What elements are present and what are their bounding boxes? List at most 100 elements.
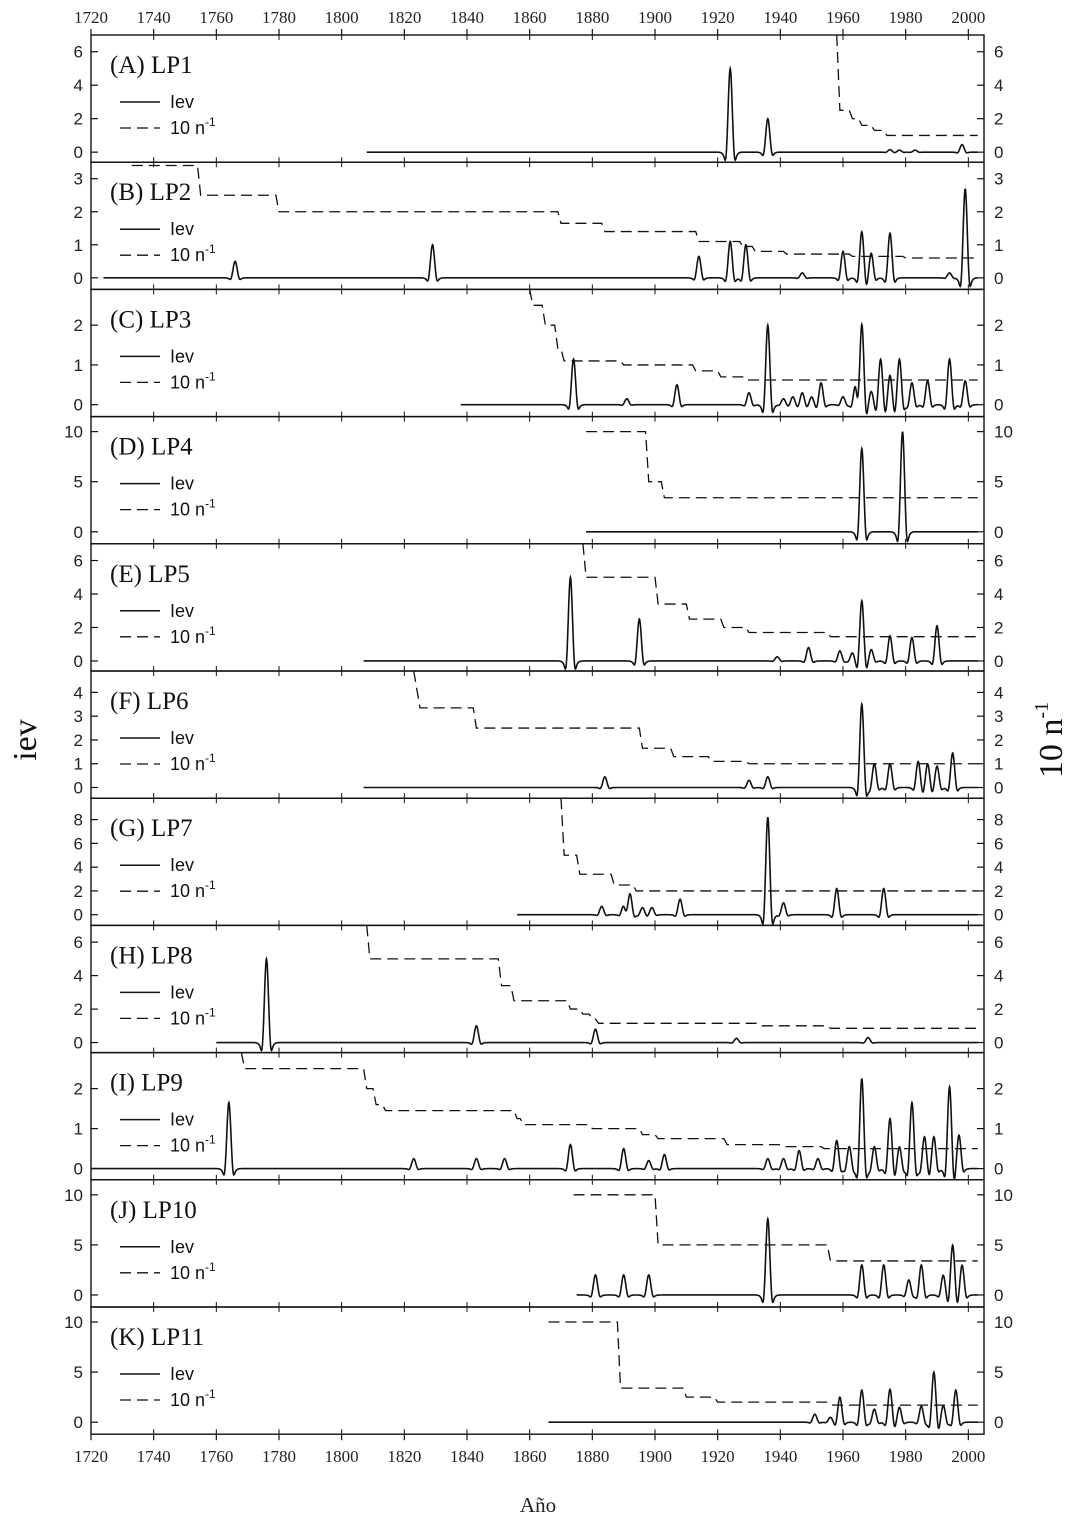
y-tick-label-left: 4 bbox=[74, 76, 83, 95]
panel-11: 0 0 5 5 10 10 (K) LP11 Iev 10 n-1 bbox=[64, 1306, 1013, 1435]
y-tick-label-right: 6 bbox=[994, 552, 1003, 571]
panel-3: 0 0 1 1 2 2 (C) LP3 Iev 10 n-1 bbox=[74, 288, 1003, 418]
panel-frame bbox=[90, 1306, 985, 1435]
panel-frame bbox=[90, 161, 985, 291]
x-tick-label-top: 1920 bbox=[701, 8, 735, 27]
y-tick-label-right: 2 bbox=[994, 882, 1003, 901]
panel-title: (E) LP5 bbox=[110, 561, 190, 588]
y-tick-label-right: 0 bbox=[994, 1034, 1003, 1053]
y-tick-label-left: 0 bbox=[74, 652, 83, 671]
y-tick-label-left: 10 bbox=[64, 1186, 83, 1205]
legend-ten-over-n-label: 10 n-1 bbox=[170, 1133, 216, 1156]
legend-ten-over-n-base: 10 n bbox=[170, 118, 205, 138]
x-tick-label-bottom: 1800 bbox=[325, 1447, 359, 1466]
x-tick-label-top: 1960 bbox=[826, 8, 860, 27]
panel-5: 0 0 2 2 4 4 6 6 (E) LP5 Iev 10 n-1 bbox=[74, 543, 1003, 672]
y-tick-label-left: 4 bbox=[74, 585, 83, 604]
x-tick-label-bottom: 1900 bbox=[638, 1447, 672, 1466]
iev-series-line bbox=[103, 188, 978, 288]
panel-1: 0 0 2 2 4 4 6 6 (A) LP1 Iev 10 n-1 bbox=[74, 34, 1003, 163]
panel-frame bbox=[90, 924, 985, 1054]
y-tick-label-right: 0 bbox=[994, 1413, 1003, 1432]
x-tick-label-bottom: 1840 bbox=[450, 1447, 484, 1466]
ten-over-n-series-line bbox=[836, 35, 978, 137]
panel-title: (A) LP1 bbox=[110, 52, 193, 79]
y-tick-label-left: 4 bbox=[74, 858, 83, 877]
y-tick-label-right: 3 bbox=[994, 170, 1003, 189]
legend-iev-label: Iev bbox=[170, 92, 194, 112]
y-tick-label-left: 6 bbox=[74, 43, 83, 62]
x-tick-label-bottom: 1980 bbox=[889, 1447, 923, 1466]
panel-9: 0 0 1 1 2 2 (I) LP9 Iev 10 n-1 bbox=[74, 1051, 1003, 1181]
y-tick-label-left: 6 bbox=[74, 552, 83, 571]
y-tick-label-left: 3 bbox=[74, 707, 83, 726]
legend-ten-over-n-superscript: -1 bbox=[205, 369, 216, 383]
x-tick-label-top: 1940 bbox=[763, 8, 797, 27]
panel-4: 0 0 5 5 10 10 (D) LP4 Iev 10 n-1 bbox=[64, 415, 1013, 545]
y-tick-label-left: 6 bbox=[74, 933, 83, 952]
y-tick-label-right: 2 bbox=[994, 110, 1003, 129]
y-tick-label-right: 2 bbox=[994, 316, 1003, 335]
legend-ten-over-n-superscript: -1 bbox=[205, 115, 216, 129]
iev-series-line bbox=[576, 1216, 978, 1304]
legend-ten-over-n-label: 10 n-1 bbox=[170, 115, 216, 138]
legend-ten-over-n-base: 10 n bbox=[170, 245, 205, 265]
legend-iev-label: Iev bbox=[170, 219, 194, 239]
legend-ten-over-n-superscript: -1 bbox=[205, 751, 216, 765]
x-tick-label-bottom: 1760 bbox=[199, 1447, 233, 1466]
panel-title: (H) LP8 bbox=[110, 942, 193, 969]
legend-iev-label: Iev bbox=[170, 601, 194, 621]
y-tick-label-left: 0 bbox=[74, 906, 83, 925]
legend-iev-label: Iev bbox=[170, 346, 194, 366]
x-axis-title: Año bbox=[520, 1493, 556, 1517]
y-tick-label-left: 1 bbox=[74, 356, 83, 375]
x-tick-label-bottom: 1940 bbox=[763, 1447, 797, 1466]
legend-ten-over-n-superscript: -1 bbox=[205, 1260, 216, 1274]
y-tick-label-right: 1 bbox=[994, 1120, 1003, 1139]
y-tick-label-right: 4 bbox=[994, 967, 1003, 986]
right-y-axis-title: 10 n-1 bbox=[1031, 702, 1070, 778]
legend-ten-over-n-superscript: -1 bbox=[205, 497, 216, 511]
legend-ten-over-n-base: 10 n bbox=[170, 754, 205, 774]
iev-series-line bbox=[586, 431, 978, 543]
y-tick-label-right: 0 bbox=[994, 652, 1003, 671]
x-tick-label-bottom: 1780 bbox=[262, 1447, 296, 1466]
x-tick-label-bottom: 1960 bbox=[826, 1447, 860, 1466]
y-tick-label-right: 0 bbox=[994, 523, 1003, 542]
panel-title: (J) LP10 bbox=[110, 1197, 197, 1224]
legend-iev-label: Iev bbox=[170, 1364, 194, 1384]
y-tick-label-left: 1 bbox=[74, 1120, 83, 1139]
x-tick-label-bottom: 1740 bbox=[137, 1447, 171, 1466]
iev-series-line bbox=[548, 1370, 978, 1429]
y-tick-label-right: 3 bbox=[994, 707, 1003, 726]
legend-ten-over-n-superscript: -1 bbox=[205, 1005, 216, 1019]
y-tick-label-right: 5 bbox=[994, 473, 1003, 492]
y-tick-label-left: 0 bbox=[74, 1034, 83, 1053]
iev-series-line bbox=[363, 574, 978, 671]
legend-ten-over-n-base: 10 n bbox=[170, 1136, 205, 1156]
panel-frame bbox=[90, 670, 985, 799]
right-y-axis-title-base: 10 n bbox=[1033, 719, 1070, 779]
y-tick-label-left: 2 bbox=[74, 618, 83, 637]
ten-over-n-series-line bbox=[240, 1052, 978, 1150]
y-tick-label-left: 4 bbox=[74, 683, 83, 702]
y-tick-label-right: 10 bbox=[994, 423, 1013, 442]
legend-ten-over-n-base: 10 n bbox=[170, 1390, 205, 1410]
y-tick-label-left: 5 bbox=[74, 1236, 83, 1255]
legend-iev-label: Iev bbox=[170, 474, 194, 494]
x-tick-label-bottom: 1820 bbox=[387, 1447, 421, 1466]
ten-over-n-series-line bbox=[586, 430, 978, 499]
ten-over-n-series-line bbox=[131, 164, 978, 259]
panel-2: 0 0 1 1 2 2 3 3 (B) LP2 Iev 10 n-1 bbox=[74, 161, 1003, 291]
y-tick-label-left: 6 bbox=[74, 834, 83, 853]
x-tick-label-bottom: 1720 bbox=[74, 1447, 108, 1466]
y-tick-label-right: 5 bbox=[994, 1236, 1003, 1255]
legend-ten-over-n-base: 10 n bbox=[170, 1008, 205, 1028]
y-tick-label-right: 10 bbox=[994, 1313, 1013, 1332]
y-tick-label-right: 0 bbox=[994, 269, 1003, 288]
x-tick-label-top: 1760 bbox=[199, 8, 233, 27]
y-tick-label-left: 10 bbox=[64, 1313, 83, 1332]
y-tick-label-left: 2 bbox=[74, 731, 83, 750]
x-tick-label-top: 1880 bbox=[575, 8, 609, 27]
x-tick-label-top: 1980 bbox=[889, 8, 923, 27]
